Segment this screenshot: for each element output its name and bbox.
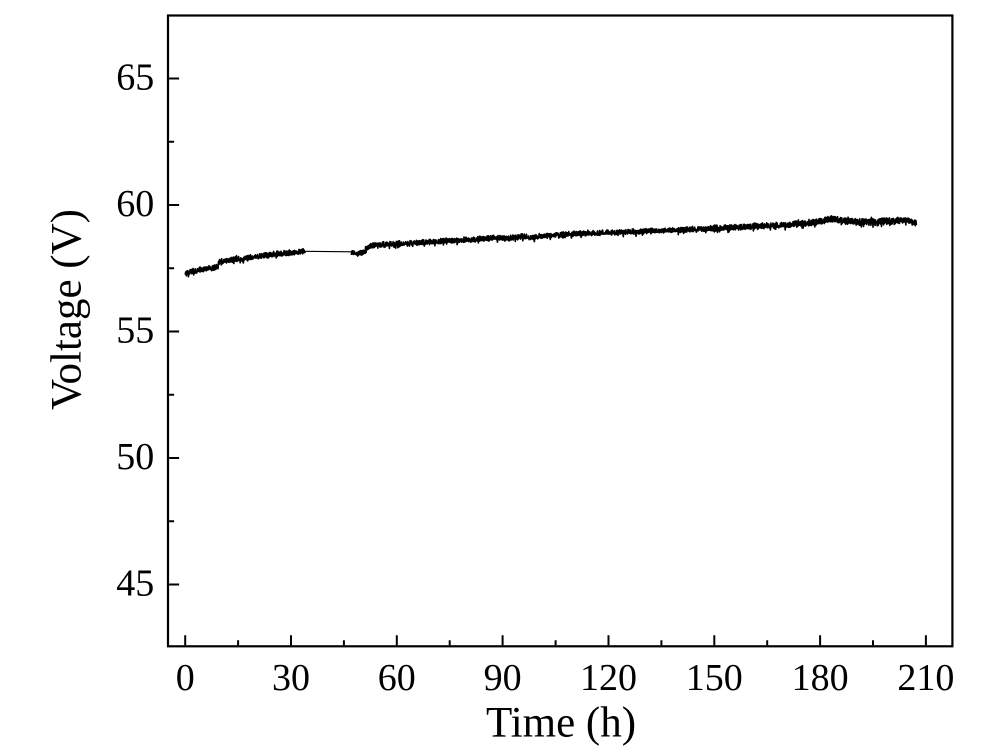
svg-text:0: 0 [176,657,195,699]
svg-text:45: 45 [116,563,154,605]
svg-text:Time (h): Time (h) [486,700,636,746]
svg-text:55: 55 [116,310,154,352]
svg-text:150: 150 [686,657,743,699]
svg-text:50: 50 [116,436,154,478]
svg-text:90: 90 [484,657,522,699]
svg-text:Voltage (V): Voltage (V) [44,209,91,410]
svg-text:65: 65 [116,57,154,99]
svg-text:60: 60 [378,657,416,699]
svg-text:180: 180 [792,657,849,699]
svg-text:210: 210 [897,657,954,699]
svg-text:60: 60 [116,183,154,225]
svg-text:30: 30 [272,657,310,699]
svg-text:120: 120 [580,657,637,699]
